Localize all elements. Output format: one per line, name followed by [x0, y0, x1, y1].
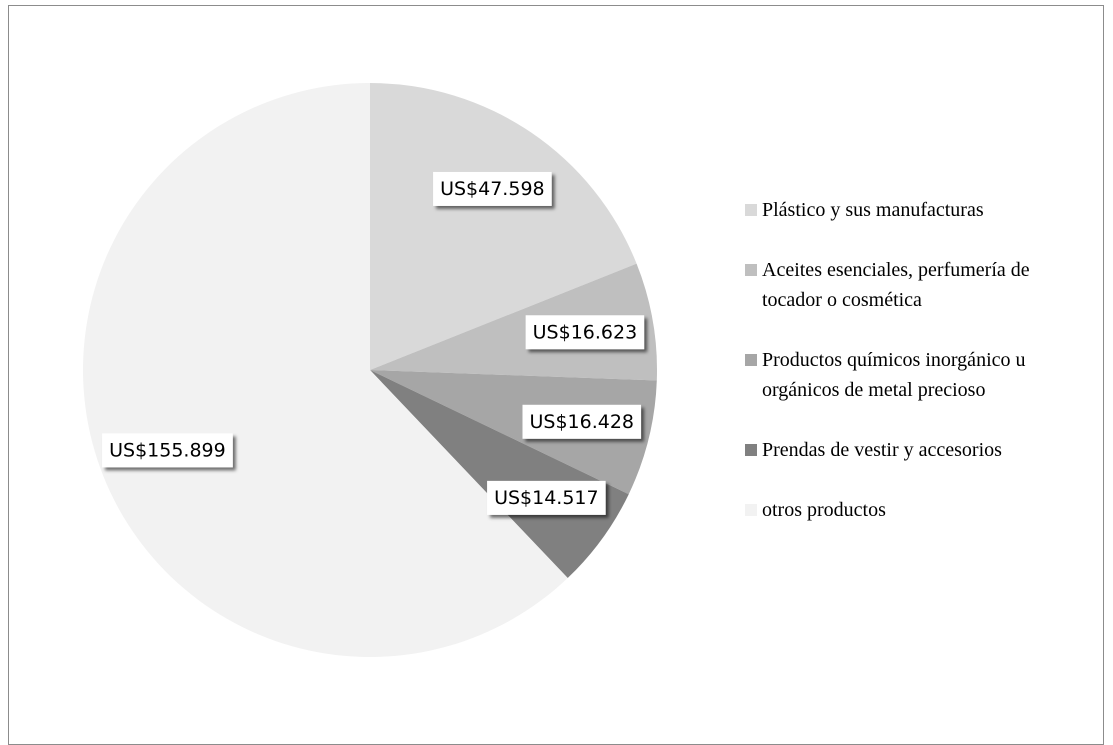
data-label: US$47.598 [433, 171, 552, 206]
data-label-box [433, 171, 552, 206]
pie-slice [370, 263, 657, 381]
data-label-text: US$14.517 [494, 487, 599, 509]
data-label: US$16.428 [522, 404, 642, 439]
legend-swatch [745, 354, 757, 366]
pie-slice [82, 83, 568, 657]
pie-slice [370, 83, 637, 370]
pie-slice [370, 370, 629, 579]
legend-label: Productos químicos inorgánico u orgánico… [762, 349, 1026, 401]
legend: Plástico y sus manufacturas Aceites esenc… [745, 180, 1090, 540]
legend-swatch [745, 264, 757, 276]
legend-label: Aceites esenciales, perfumería de tocado… [762, 259, 1030, 311]
legend-item: otros productos [745, 495, 1090, 525]
legend-swatch [745, 444, 757, 456]
data-label: US$155.899 [102, 433, 233, 468]
data-label-text: US$155.899 [109, 439, 226, 461]
data-label-box [525, 315, 645, 350]
data-label-text: US$16.428 [529, 411, 634, 433]
legend-label: Plástico y sus manufacturas [762, 199, 984, 221]
legend-swatch [745, 204, 757, 216]
legend-label: Prendas de vestir y accesorios [762, 439, 1002, 461]
data-label-box [487, 480, 606, 515]
data-label: US$16.623 [525, 315, 645, 350]
data-label-text: US$47.598 [440, 178, 545, 200]
data-label-text: US$16.623 [533, 321, 638, 343]
legend-label: otros productos [762, 499, 886, 521]
data-label: US$14.517 [487, 480, 606, 515]
legend-swatch [745, 504, 757, 516]
data-label-box [102, 433, 233, 468]
legend-item: Plástico y sus manufacturas [745, 195, 1090, 225]
data-label-box [522, 404, 642, 439]
legend-item: Productos químicos inorgánico u orgánico… [745, 345, 1090, 405]
legend-item: Aceites esenciales, perfumería de tocado… [745, 255, 1090, 315]
legend-item: Prendas de vestir y accesorios [745, 435, 1090, 465]
pie-slice [370, 370, 657, 495]
